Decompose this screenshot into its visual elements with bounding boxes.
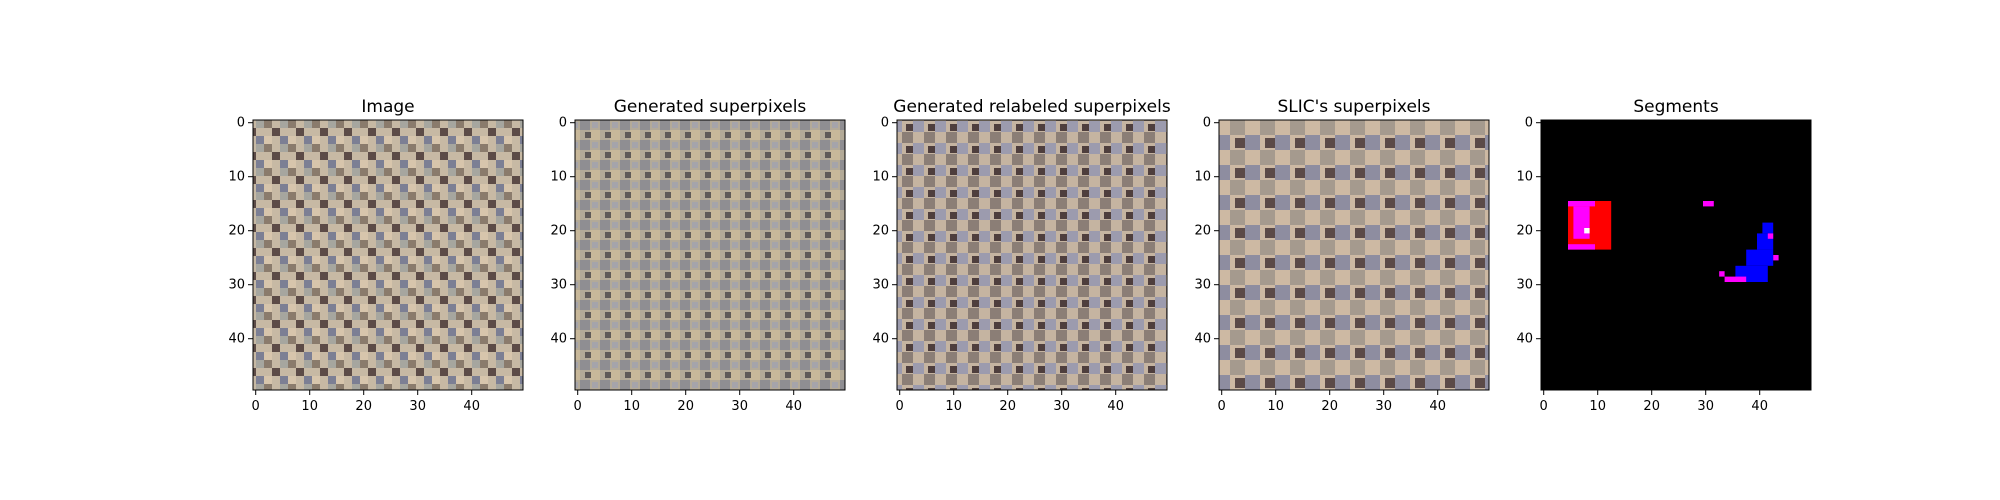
- slic-ytick-label: 30: [1194, 278, 1211, 293]
- segments-title: Segments: [1633, 97, 1719, 117]
- panel-slic: SLIC's superpixels 0 0 10 10 20 20 30 30 40 40: [1194, 97, 1489, 414]
- segment-magenta-edge: [1719, 271, 1724, 276]
- slic-image: [1219, 120, 1489, 390]
- relabeled-xtick-label: 10: [945, 399, 962, 414]
- segments-xtick-label: 0: [1540, 399, 1548, 414]
- segments-ytick-label: 40: [1516, 332, 1533, 347]
- relabeled-xtick-label: 0: [896, 399, 904, 414]
- slic-title: SLIC's superpixels: [1277, 97, 1430, 117]
- generated-xtick-label: 0: [574, 399, 582, 414]
- segment-magenta-fleck: [1703, 201, 1714, 206]
- slic-xtick-label: 10: [1267, 399, 1284, 414]
- panel-generated: Generated superpixels 0 0 10 10 20 20 30 30 40 40: [550, 97, 845, 414]
- generated-image: [575, 120, 845, 390]
- generated-ytick-label: 10: [550, 170, 567, 185]
- segments-xtick-label: 40: [1751, 399, 1768, 414]
- segments-ytick-label: 30: [1516, 278, 1533, 293]
- relabeled-image: [897, 120, 1167, 390]
- generated-xtick-label: 10: [623, 399, 640, 414]
- slic-ytick-label: 0: [1203, 116, 1211, 131]
- segment-magenta-edge: [1773, 255, 1778, 260]
- image-ytick-label: 10: [228, 170, 245, 185]
- image-ytick-label: 40: [228, 332, 245, 347]
- generated-ytick-label: 0: [559, 116, 567, 131]
- segment-magenta-edge: [1725, 277, 1747, 282]
- relabeled-ytick-label: 20: [872, 224, 889, 239]
- generated-xtick-label: 30: [731, 399, 748, 414]
- image-xtick-label: 30: [409, 399, 426, 414]
- panel-relabeled: Generated relabeled superpixels 0 0 10 10 20 2…: [872, 97, 1170, 414]
- relabeled-ytick-label: 40: [872, 332, 889, 347]
- generated-ytick-label: 40: [550, 332, 567, 347]
- generated-ytick-label: 30: [550, 278, 567, 293]
- image-image: [253, 120, 523, 390]
- image-ytick-label: 30: [228, 278, 245, 293]
- relabeled-xtick-label: 20: [999, 399, 1016, 414]
- image-title: Image: [361, 97, 414, 117]
- segment-blue-region: [1762, 223, 1773, 234]
- panel-image: Image 0 0 10 10 20 20 30 30 40 40: [228, 97, 523, 414]
- image-xtick-label: 20: [355, 399, 372, 414]
- relabeled-ytick-label: 0: [881, 116, 889, 131]
- slic-xtick-label: 40: [1429, 399, 1446, 414]
- relabeled-ytick-label: 30: [872, 278, 889, 293]
- slic-ytick-label: 40: [1194, 332, 1211, 347]
- generated-ytick-label: 20: [550, 224, 567, 239]
- segment-magenta-inner: [1573, 206, 1589, 238]
- slic-xtick-label: 30: [1375, 399, 1392, 414]
- generated-title: Generated superpixels: [614, 97, 807, 117]
- segments-xtick-label: 30: [1697, 399, 1714, 414]
- segment-magenta-edge: [1768, 233, 1773, 238]
- segment-blue-region: [1746, 250, 1773, 266]
- slic-ytick-label: 20: [1194, 224, 1211, 239]
- segment-magenta-edge: [1568, 201, 1595, 206]
- segment-white-pixel: [1584, 228, 1589, 233]
- slic-xtick-label: 0: [1218, 399, 1226, 414]
- generated-xtick-label: 20: [677, 399, 694, 414]
- slic-xtick-label: 20: [1321, 399, 1338, 414]
- image-xtick-label: 10: [301, 399, 318, 414]
- image-xtick-label: 40: [463, 399, 480, 414]
- segments-ytick-label: 0: [1525, 116, 1533, 131]
- segment-magenta-edge: [1568, 244, 1595, 249]
- image-ytick-label: 20: [228, 224, 245, 239]
- image-ytick-label: 0: [237, 116, 245, 131]
- segments-ytick-label: 10: [1516, 170, 1533, 185]
- image-xtick-label: 0: [252, 399, 260, 414]
- relabeled-title: Generated relabeled superpixels: [893, 97, 1171, 117]
- relabeled-xtick-label: 30: [1053, 399, 1070, 414]
- relabeled-ytick-label: 10: [872, 170, 889, 185]
- generated-xtick-label: 40: [785, 399, 802, 414]
- slic-ytick-label: 10: [1194, 170, 1211, 185]
- relabeled-xtick-label: 40: [1107, 399, 1124, 414]
- segments-ytick-label: 20: [1516, 224, 1533, 239]
- segments-xtick-label: 20: [1643, 399, 1660, 414]
- panel-segments: Segments 0 0 10 10 20 20 30 30 40 40: [1516, 97, 1811, 414]
- segments-xtick-label: 10: [1589, 399, 1606, 414]
